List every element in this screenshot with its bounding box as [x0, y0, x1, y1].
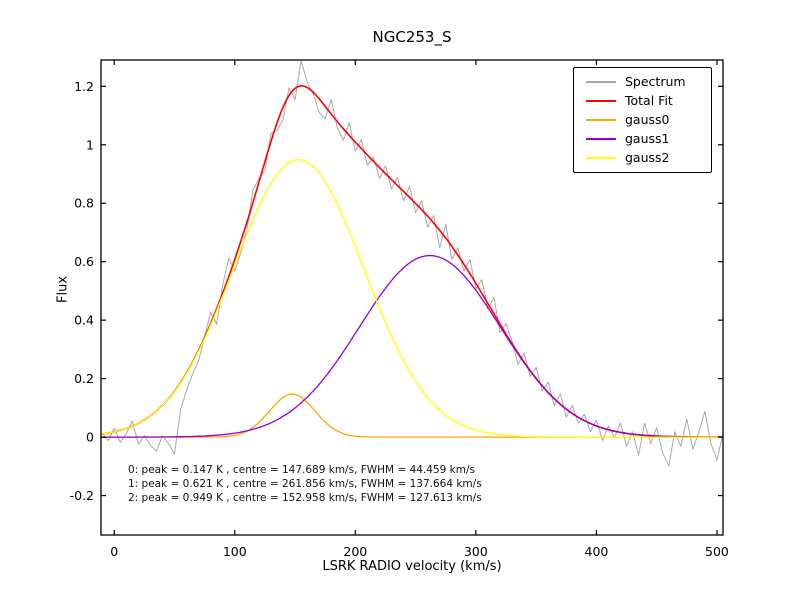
legend-line-sample — [586, 156, 616, 159]
fit-annotation-line: 1: peak = 0.621 K , centre = 261.856 km/… — [128, 478, 482, 490]
x-tick-label: 500 — [705, 544, 729, 559]
legend-label: gauss2 — [625, 149, 670, 165]
y-axis-label: Flux — [55, 275, 71, 304]
legend-line-sample — [586, 137, 616, 140]
legend-entry: Spectrum — [586, 74, 703, 89]
legend-entry: gauss1 — [586, 130, 703, 146]
x-tick-label: 400 — [585, 544, 609, 559]
axes-frame — [100, 59, 724, 536]
legend-line-sample — [586, 81, 616, 84]
legend-entry: gauss2 — [586, 149, 703, 165]
y-tick-label: 1.2 — [74, 79, 94, 94]
y-tick-label: 0.4 — [74, 313, 94, 328]
y-tick-label: 0 — [86, 430, 94, 445]
fit-annotation-line: 2: peak = 0.949 K , centre = 152.958 km/… — [128, 492, 482, 504]
x-axis-label: LSRK RADIO velocity (km/s) — [322, 559, 502, 574]
y-tick-label: 0.6 — [74, 254, 94, 269]
plot-title: NGC253_S — [372, 28, 452, 46]
legend-label: gauss1 — [625, 130, 670, 146]
y-tick-label: 1 — [86, 137, 94, 152]
legend-label: Spectrum — [625, 74, 686, 89]
legend: Spectrum Total Fit gauss0 gauss1 gauss2 — [573, 67, 712, 173]
gauss1-line — [101, 254, 723, 438]
gauss2-line — [100, 159, 723, 438]
legend-entry: Total Fit — [586, 92, 703, 108]
x-tick-label: 0 — [110, 544, 118, 559]
legend-entry: gauss0 — [586, 111, 703, 127]
fit-annotation: 0: peak = 0.147 K , centre = 147.689 km/… — [128, 463, 482, 505]
x-tick-label: 100 — [223, 544, 247, 559]
legend-line-sample — [586, 100, 616, 103]
fit-annotation-line: 0: peak = 0.147 K , centre = 147.689 km/… — [128, 464, 475, 476]
legend-label: Total Fit — [625, 92, 673, 108]
x-tick-label: 300 — [464, 544, 488, 559]
x-tick-label: 200 — [343, 544, 367, 559]
legend-label: gauss0 — [625, 111, 670, 127]
gauss0-line — [101, 393, 723, 438]
y-tick-label: 0.2 — [74, 371, 94, 386]
y-tick-label: 0.8 — [74, 196, 94, 211]
y-tick-label: -0.2 — [70, 488, 94, 503]
legend-line-sample — [586, 119, 616, 121]
